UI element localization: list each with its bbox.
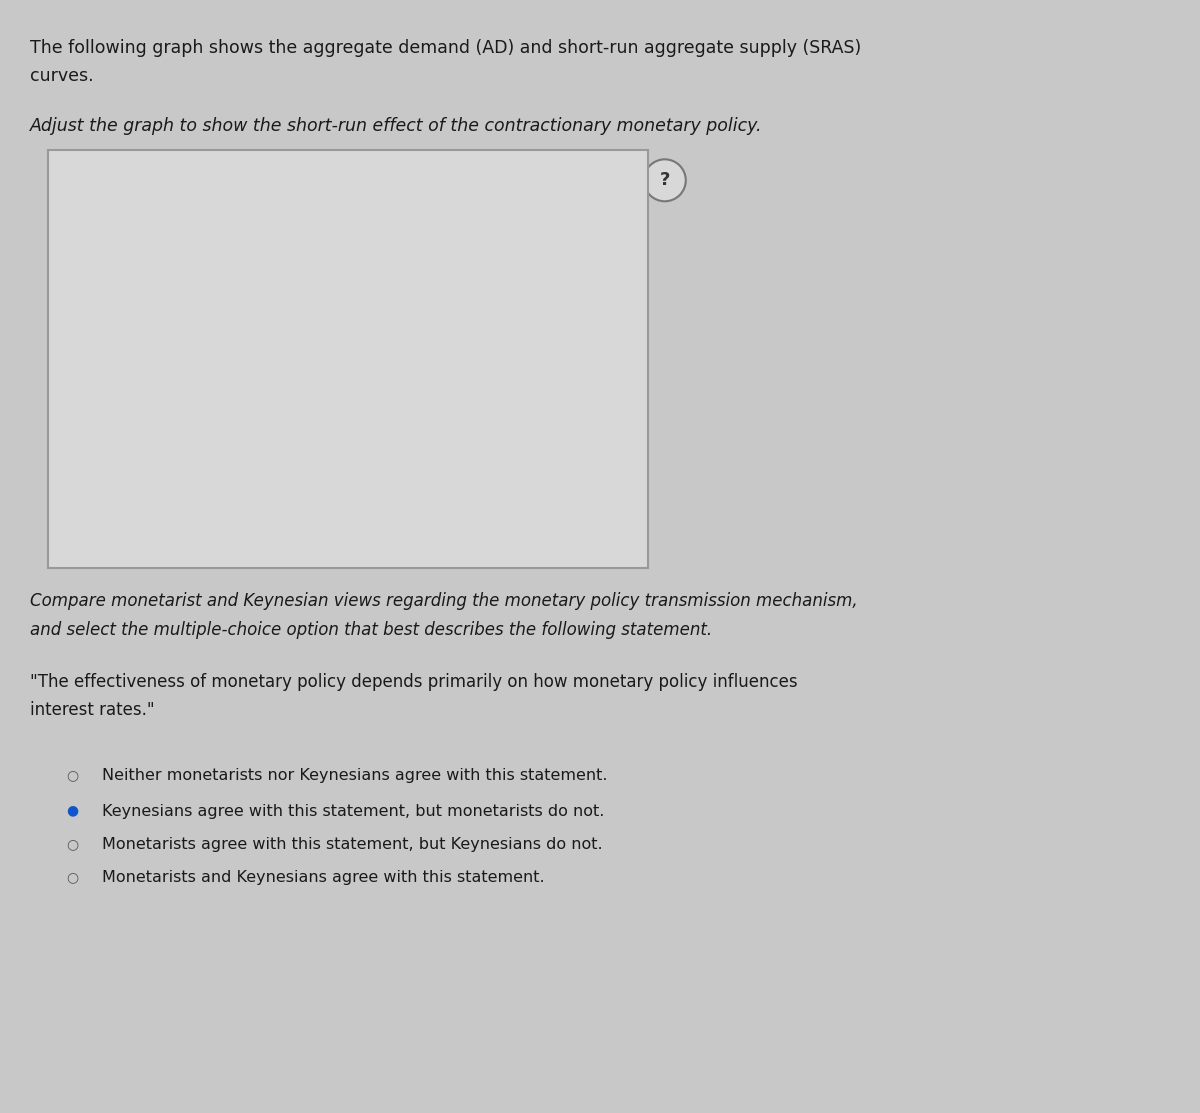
Text: ○: ○ <box>66 837 78 851</box>
Text: AD: AD <box>427 390 446 403</box>
Text: "The effectiveness of monetary policy depends primarily on how monetary policy i: "The effectiveness of monetary policy de… <box>30 673 798 691</box>
Text: AD: AD <box>574 213 595 227</box>
Text: ○: ○ <box>66 870 78 885</box>
X-axis label: REAL GDP (Trillions of dollars): REAL GDP (Trillions of dollars) <box>290 530 466 543</box>
Text: Monetarists and Keynesians agree with this statement.: Monetarists and Keynesians agree with th… <box>102 870 545 885</box>
Y-axis label: PRICE LEVEL: PRICE LEVEL <box>86 305 100 380</box>
Text: curves.: curves. <box>30 67 94 85</box>
Text: Adjust the graph to show the short-run effect of the contractionary monetary pol: Adjust the graph to show the short-run e… <box>30 117 762 135</box>
Text: and select the multiple-choice option that best describes the following statemen: and select the multiple-choice option th… <box>30 621 712 639</box>
Text: Compare monetarist and Keynesian views regarding the monetary policy transmissio: Compare monetarist and Keynesian views r… <box>30 592 858 610</box>
Text: ●: ● <box>66 804 78 818</box>
Text: ?: ? <box>660 171 670 189</box>
Text: ○: ○ <box>66 768 78 782</box>
Text: interest rates.": interest rates." <box>30 701 155 719</box>
Text: Keynesians agree with this statement, but monetarists do not.: Keynesians agree with this statement, bu… <box>102 804 605 818</box>
Text: Monetarists agree with this statement, but Keynesians do not.: Monetarists agree with this statement, b… <box>102 837 602 851</box>
Text: Neither monetarists nor Keynesians agree with this statement.: Neither monetarists nor Keynesians agree… <box>102 768 607 782</box>
Text: SRAS: SRAS <box>574 323 613 337</box>
Circle shape <box>644 159 685 201</box>
Text: SRAS: SRAS <box>354 230 388 244</box>
Text: The following graph shows the aggregate demand (AD) and short-run aggregate supp: The following graph shows the aggregate … <box>30 39 862 57</box>
